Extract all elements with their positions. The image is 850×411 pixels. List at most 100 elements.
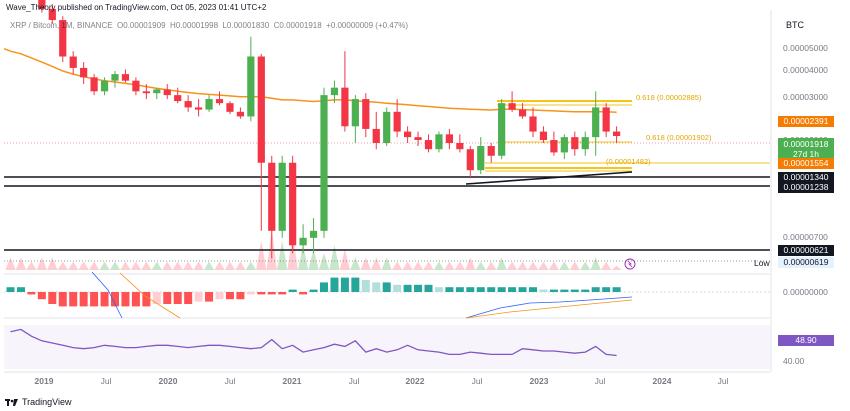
macd-bar	[79, 292, 88, 307]
macd-bar	[236, 292, 245, 300]
low-label: Low	[754, 258, 770, 268]
volume-area	[444, 261, 455, 270]
macd-histogram	[6, 277, 621, 307]
fib-label-middle: 0.618 (0.00001902)	[646, 133, 712, 142]
ohlc-change: +0.00000009 (+0.47%)	[326, 21, 408, 30]
macd-bar	[69, 292, 78, 307]
volume-area	[26, 261, 37, 270]
candle-body	[477, 146, 485, 171]
candle-body	[90, 77, 98, 92]
time-axis-label: Jul	[101, 376, 112, 386]
macd-bar	[27, 292, 36, 295]
volume-area	[214, 261, 225, 270]
last-price-tag: 0.00001918 27d 1h	[778, 138, 834, 160]
macd-line-recent	[465, 296, 633, 319]
volume-area	[611, 265, 622, 270]
candle-body	[247, 56, 255, 117]
ma-price-tag: 0.00002391	[778, 116, 834, 127]
macd-bar	[100, 292, 109, 307]
ohlc-close: 0.00001918	[279, 21, 322, 30]
volume-area	[78, 261, 89, 270]
macd-bar	[58, 292, 67, 307]
candle-body	[195, 107, 203, 110]
candle-body	[215, 99, 224, 104]
macd-bar	[414, 284, 423, 292]
candle-body	[121, 74, 130, 81]
candle-body	[508, 103, 516, 110]
volume-area	[308, 249, 319, 270]
footer-brand: TradingView	[22, 397, 72, 407]
candle-body	[550, 140, 558, 153]
time-axis-label: 2022	[406, 376, 425, 386]
volume-area	[381, 257, 392, 270]
indicator-bolt-icon	[627, 260, 633, 268]
candle-body	[48, 9, 56, 21]
macd-bar	[267, 292, 276, 295]
macd-bar	[299, 292, 308, 295]
price-axis-label: 0.00000700	[783, 232, 828, 242]
volume-area	[88, 261, 100, 270]
candle-body	[351, 99, 359, 127]
support-1-tag: 0.00001340	[778, 172, 834, 183]
volume-area	[36, 257, 48, 270]
tradingview-logo-icon	[5, 399, 18, 406]
volume-area	[350, 257, 361, 270]
macd-bar	[351, 277, 360, 292]
indicator-dot-icon	[624, 258, 636, 270]
ohlc-high: 0.00001998	[175, 21, 219, 30]
macd-bar	[529, 287, 537, 292]
candle-body	[38, 0, 46, 10]
candle-body	[236, 111, 244, 117]
candle-body	[80, 67, 88, 78]
macd-bar	[476, 287, 485, 292]
volume-area	[548, 261, 560, 270]
symbol-legend: XRP / Bitcoin, 1M, BINANCE O0.00001909 H…	[10, 21, 408, 30]
time-axis-label: Jul	[718, 376, 729, 386]
candle-body	[393, 111, 401, 132]
candle-body	[299, 237, 307, 246]
ohlc-close-label: C	[273, 21, 280, 30]
ohlc-open: 0.00001909	[123, 21, 166, 30]
candle-body	[362, 99, 370, 129]
volume-layer	[5, 228, 622, 270]
candle-body	[466, 149, 474, 171]
candle-body	[289, 162, 297, 246]
macd-bar	[508, 287, 517, 292]
volume-area	[151, 261, 162, 270]
candle-body	[414, 137, 422, 141]
price-axis-label: 0.00004000	[783, 65, 828, 75]
candle-body	[59, 20, 67, 57]
macd-bar	[48, 292, 57, 304]
macd-bar	[288, 289, 297, 292]
macd-bar	[184, 292, 193, 304]
volume-area	[360, 257, 371, 270]
volume-area	[99, 261, 110, 270]
volume-area	[391, 261, 403, 270]
macd-bar	[215, 292, 224, 300]
macd-bar	[152, 292, 161, 304]
macd-bar	[194, 292, 203, 302]
time-axis-label: 2024	[653, 376, 672, 386]
time-axis-label: Jul	[349, 376, 360, 386]
macd-bar	[591, 287, 600, 292]
volume-area	[162, 261, 173, 270]
candle-body	[581, 137, 589, 150]
macd-bar	[455, 287, 464, 292]
macd-bar	[581, 289, 590, 292]
macd-bar	[37, 292, 46, 300]
volume-area	[47, 257, 58, 270]
candle-body	[320, 95, 328, 231]
candle-body	[372, 128, 380, 143]
support-2-tag: 0.00001238	[778, 182, 834, 193]
volume-area	[277, 240, 288, 270]
rsi-axis-label: 40.00	[783, 356, 805, 366]
candle-body	[100, 80, 109, 92]
candle-body	[278, 162, 286, 231]
volume-area	[496, 257, 507, 270]
publish-header: Wave_Theory published on TradingView.com…	[6, 3, 267, 12]
macd-bar	[340, 277, 349, 292]
volume-area	[465, 257, 476, 270]
low-value-tag: 0.00000619	[778, 257, 834, 268]
candle-body	[341, 87, 349, 127]
